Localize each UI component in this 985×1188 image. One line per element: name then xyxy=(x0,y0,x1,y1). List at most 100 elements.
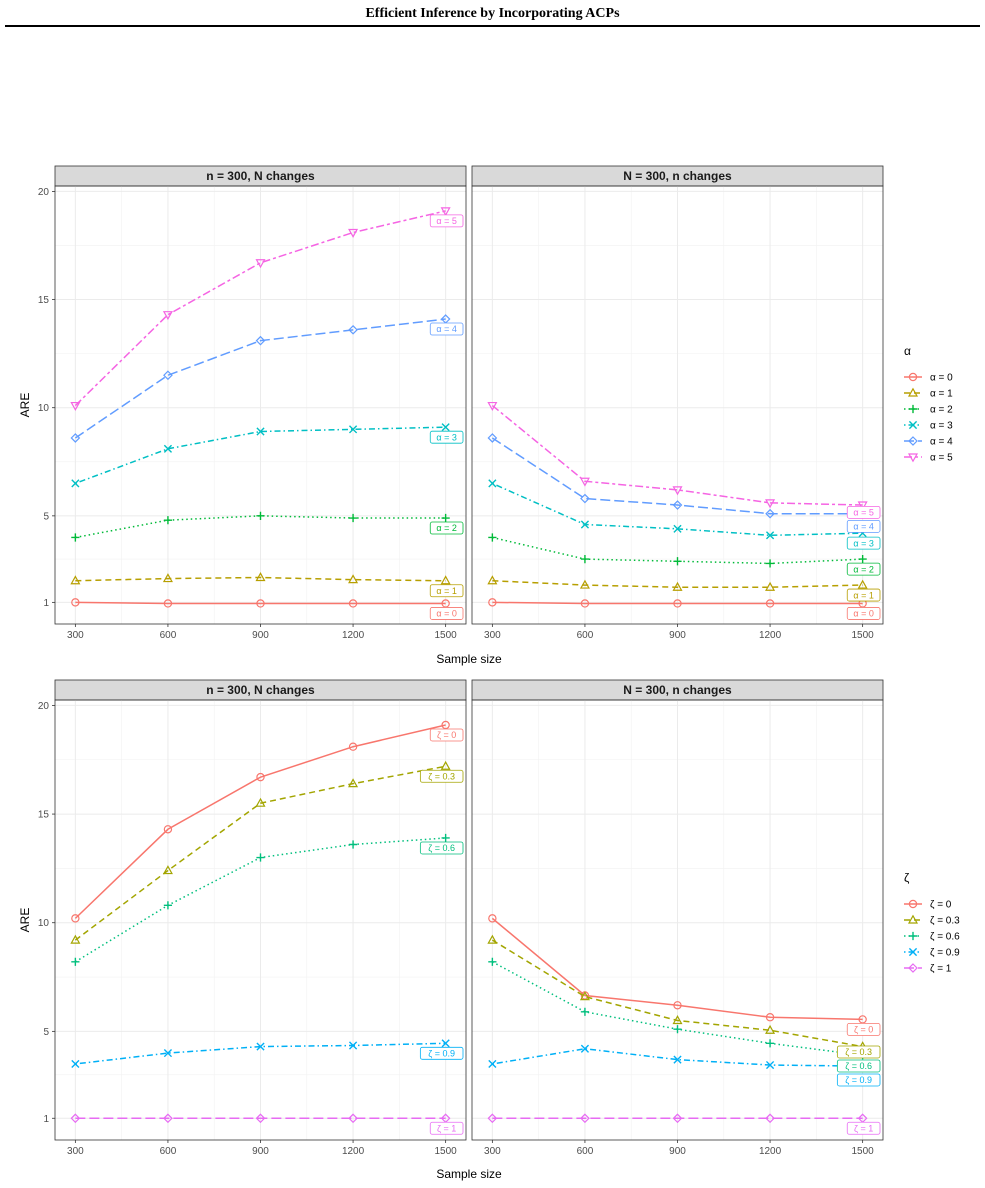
data-point xyxy=(580,555,590,564)
series xyxy=(487,401,868,511)
legend-item: ζ = 0.3 xyxy=(904,914,960,927)
series-end-label: α = 2 xyxy=(846,562,881,576)
label-text: ζ = 0 xyxy=(854,1025,873,1035)
data-point xyxy=(163,1048,173,1058)
x-tick-label: 1200 xyxy=(759,1146,782,1157)
label-box xyxy=(429,214,464,228)
series-end-label: α = 3 xyxy=(429,430,464,444)
legend-key-marker xyxy=(907,914,919,924)
series-end-label: α = 1 xyxy=(429,584,464,598)
legend-label: α = 0 xyxy=(930,373,953,384)
data-point xyxy=(256,511,265,520)
data-point xyxy=(440,760,451,770)
data-point xyxy=(348,742,358,751)
series-line xyxy=(74,210,446,407)
series-end-label: α = 4 xyxy=(846,519,881,533)
legend-label: ζ = 0.3 xyxy=(930,916,960,927)
series-end-label: α = 5 xyxy=(429,214,464,228)
series-end-label: α = 3 xyxy=(846,536,881,550)
label-text: ζ = 0.9 xyxy=(428,1049,455,1059)
label-box xyxy=(429,430,464,444)
label-box xyxy=(429,521,464,535)
series xyxy=(71,598,450,608)
data-point xyxy=(256,427,265,436)
data-point xyxy=(580,1113,590,1124)
y-tick-label: 5 xyxy=(43,1027,49,1038)
data-point xyxy=(162,573,173,583)
data-point xyxy=(163,1113,173,1124)
y-tick-label: 20 xyxy=(38,701,50,712)
label-box xyxy=(419,1046,464,1060)
y-axis-label: ARE xyxy=(18,908,32,933)
label-text: ζ = 0.6 xyxy=(428,843,455,853)
series xyxy=(71,511,450,542)
x-tick-label: 300 xyxy=(67,1146,84,1157)
label-text: α = 2 xyxy=(853,564,873,574)
x-tick-label: 1500 xyxy=(852,1146,875,1157)
data-point xyxy=(70,575,81,585)
data-point xyxy=(348,778,359,788)
data-point xyxy=(163,516,173,525)
x-tick-label: 300 xyxy=(484,630,501,641)
data-point xyxy=(857,501,868,511)
label-text: α = 3 xyxy=(436,432,456,442)
data-point xyxy=(163,444,173,453)
data-point xyxy=(71,533,80,542)
y-tick-label: 15 xyxy=(38,295,50,306)
label-box xyxy=(419,769,464,783)
facet-title: N = 300, n changes xyxy=(623,169,732,183)
data-point xyxy=(765,531,775,540)
data-point xyxy=(348,840,358,849)
facet-title: n = 300, N changes xyxy=(206,683,315,697)
x-tick-label: 1200 xyxy=(759,630,782,641)
series-end-label: ζ = 0.3 xyxy=(419,769,464,783)
data-point xyxy=(579,579,590,589)
legend-label: α = 4 xyxy=(930,437,953,448)
series xyxy=(487,1113,868,1124)
series-line xyxy=(74,724,446,919)
label-text: ζ = 1 xyxy=(437,1123,456,1133)
data-point xyxy=(580,493,590,504)
legend-item: ζ = 0 xyxy=(904,900,952,911)
legend-key-marker xyxy=(908,372,918,382)
label-box xyxy=(846,607,881,620)
series xyxy=(71,720,450,923)
label-box xyxy=(846,536,881,550)
x-tick-label: 600 xyxy=(577,630,594,641)
x-axis-label: Sample size xyxy=(436,652,502,666)
data-point xyxy=(348,228,359,238)
label-text: α = 2 xyxy=(436,523,456,533)
series-end-label: α = 5 xyxy=(846,505,881,519)
data-point xyxy=(765,1039,775,1048)
legend-label: ζ = 0.6 xyxy=(930,932,960,943)
x-tick-label: 300 xyxy=(484,1146,501,1157)
label-text: α = 5 xyxy=(436,216,456,226)
header-rule xyxy=(5,25,980,27)
series-end-label: α = 0 xyxy=(846,607,881,620)
label-box xyxy=(836,1059,881,1073)
series-line xyxy=(492,601,863,605)
page-header: Efficient Inference by Incorporating ACP… xyxy=(0,0,985,30)
label-text: ζ = 0.3 xyxy=(845,1047,872,1057)
legend-key-marker xyxy=(908,931,918,941)
data-point xyxy=(765,599,775,608)
label-box xyxy=(846,519,881,533)
data-point xyxy=(487,433,498,443)
legend-label: ζ = 0 xyxy=(930,900,952,911)
x-tick-label: 1500 xyxy=(852,630,875,641)
series xyxy=(488,533,867,568)
series-line xyxy=(491,437,863,515)
label-box xyxy=(836,1073,881,1087)
series-line xyxy=(74,765,446,941)
data-point xyxy=(673,1001,682,1010)
data-point xyxy=(255,1113,266,1124)
label-box xyxy=(846,562,881,576)
data-point xyxy=(487,575,498,585)
y-tick-label: 15 xyxy=(38,810,50,821)
page-title: Efficient Inference by Incorporating ACP… xyxy=(365,6,620,21)
x-tick-label: 1200 xyxy=(342,630,365,641)
legend-item: ζ = 1 xyxy=(904,963,952,975)
series-end-label: α = 4 xyxy=(429,322,464,336)
